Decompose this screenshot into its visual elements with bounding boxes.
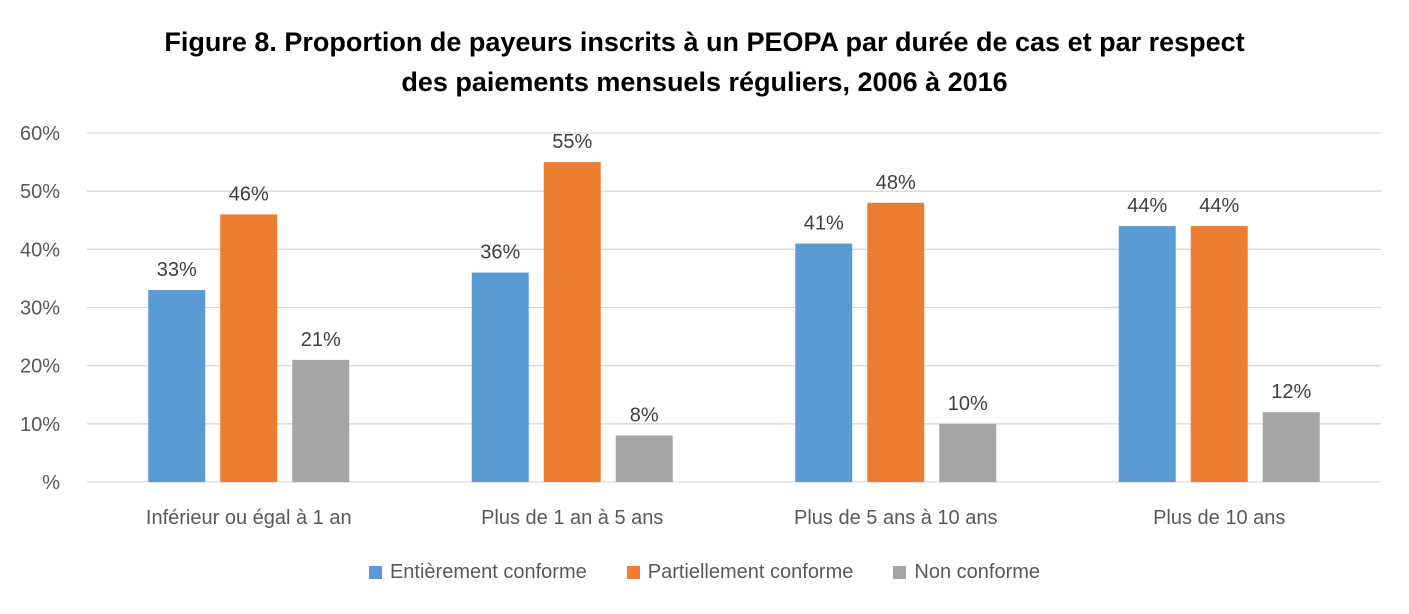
legend: Entièrement conforme Partiellement confor…: [0, 561, 1409, 584]
data-label: 48%: [876, 172, 916, 194]
legend-label: Non conforme: [914, 561, 1041, 583]
data-label: 55%: [552, 131, 592, 153]
y-axis-ticks: % 10% 20% 30% 40% 50% 60%: [20, 123, 60, 494]
y-tick-label: 50%: [20, 181, 60, 203]
x-category-label: Plus de 5 ans à 10 ans: [794, 507, 997, 529]
bar: [1262, 412, 1320, 482]
bar: [867, 202, 925, 483]
x-category-label: Plus de 1 an à 5 ans: [481, 507, 663, 529]
legend-item: Non conforme: [893, 561, 1040, 584]
x-axis-categories: Inférieur ou égal à 1 an Plus de 1 an à 5…: [146, 507, 1286, 529]
bar: [471, 272, 529, 482]
data-label: 33%: [157, 259, 197, 281]
bar: [148, 290, 206, 482]
legend-label: Entièrement conforme: [389, 561, 587, 583]
data-label: 12%: [1271, 381, 1311, 403]
y-tick-label: 10%: [20, 414, 60, 436]
x-category-label: Plus de 10 ans: [1153, 507, 1285, 529]
y-tick-label: 20%: [20, 356, 60, 378]
bar: [543, 162, 601, 483]
legend-swatch: [893, 566, 907, 579]
bar: [1190, 226, 1248, 482]
bar: [615, 435, 673, 482]
bars: [148, 162, 1320, 483]
legend-item: Partiellement conforme: [626, 561, 854, 584]
data-label: 44%: [1199, 195, 1239, 217]
y-tick-label: 30%: [20, 298, 60, 320]
legend-swatch: [626, 566, 640, 579]
bar: [1118, 226, 1176, 482]
y-tick-label: 40%: [20, 239, 60, 261]
y-tick-label: 60%: [20, 123, 60, 145]
legend-swatch: [368, 566, 382, 579]
chart-title: Figure 8. Proportion de payeurs inscrits…: [0, 22, 1409, 102]
chart-title-line-2: des paiements mensuels réguliers, 2006 à…: [401, 67, 1008, 97]
data-label: 44%: [1127, 195, 1167, 217]
bar: [292, 359, 350, 482]
gridlines: [87, 132, 1381, 483]
data-label: 8%: [630, 404, 659, 426]
data-labels: 33% 46% 21% 36% 55% 8% 41% 48% 10% 44% 44% 12%: [157, 131, 1312, 426]
chart-title-line-1: Figure 8. Proportion de payeurs inscrits…: [164, 27, 1245, 57]
data-label: 41%: [804, 213, 844, 235]
legend-label: Partiellement conforme: [647, 561, 854, 583]
bar: [795, 243, 853, 482]
bar: [939, 423, 997, 482]
data-label: 36%: [480, 242, 520, 264]
y-tick-label: %: [42, 472, 60, 494]
data-label: 46%: [229, 183, 269, 205]
x-category-label: Inférieur ou égal à 1 an: [146, 507, 352, 529]
data-label: 10%: [948, 393, 988, 415]
legend-item: Entièrement conforme: [368, 561, 587, 584]
bar: [220, 214, 278, 482]
data-label: 21%: [301, 329, 341, 351]
